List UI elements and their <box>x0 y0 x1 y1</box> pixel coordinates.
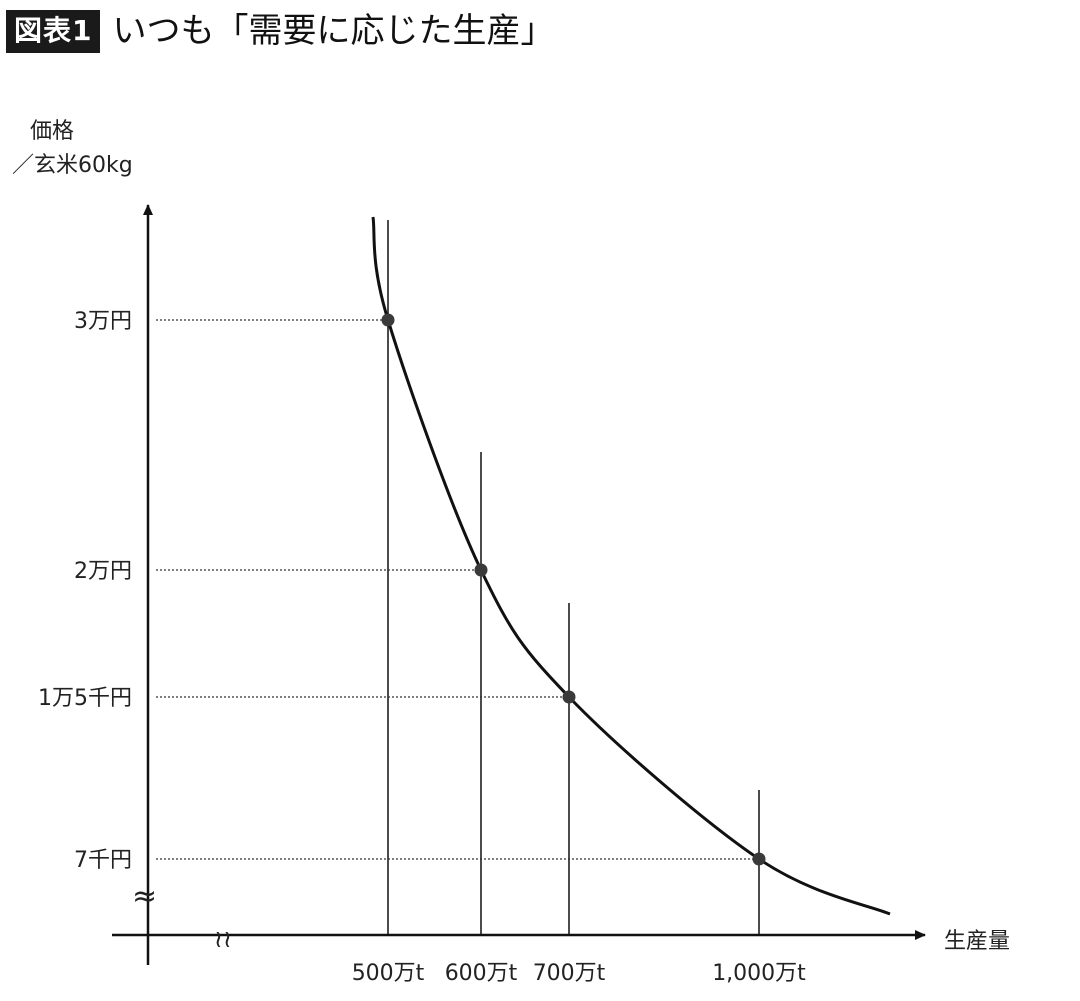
x-axis-break-symbol: ≀≀ <box>214 925 232 953</box>
x-axis-label: 生産量 <box>944 929 1010 954</box>
y-tick-label-2: 2万円 <box>74 559 132 584</box>
y-tick-label-4: 7千円 <box>74 848 132 873</box>
demand-curve <box>371 216 891 916</box>
y-axis-label-line1: 価格 <box>30 119 74 144</box>
y-tick-label-1: 3万円 <box>74 309 132 334</box>
x-tick-label-3: 700万t <box>533 961 606 986</box>
figure-badge: 図表1 <box>6 9 101 53</box>
y-axis-label-line2: ／玄米60kg <box>12 153 133 178</box>
chart-header: 図表1 いつも「需要に応じた生産」 <box>6 8 554 54</box>
data-point-2 <box>474 563 488 577</box>
y-axis-break-symbol: ≈ <box>132 879 157 914</box>
chart-title: いつも「需要に応じた生産」 <box>112 11 555 51</box>
chart-marks: 3万円 500万t 2万円 600万t 1万5千円 700万t 7千円 1,000万t <box>38 220 806 986</box>
x-tick-label-4: 1,000万t <box>712 961 806 986</box>
data-point-1 <box>381 313 395 327</box>
x-tick-label-2: 600万t <box>445 961 518 986</box>
y-tick-label-3: 1万5千円 <box>38 686 132 711</box>
data-point-4 <box>752 852 766 866</box>
data-point-3 <box>562 690 576 704</box>
x-tick-label-1: 500万t <box>352 961 425 986</box>
